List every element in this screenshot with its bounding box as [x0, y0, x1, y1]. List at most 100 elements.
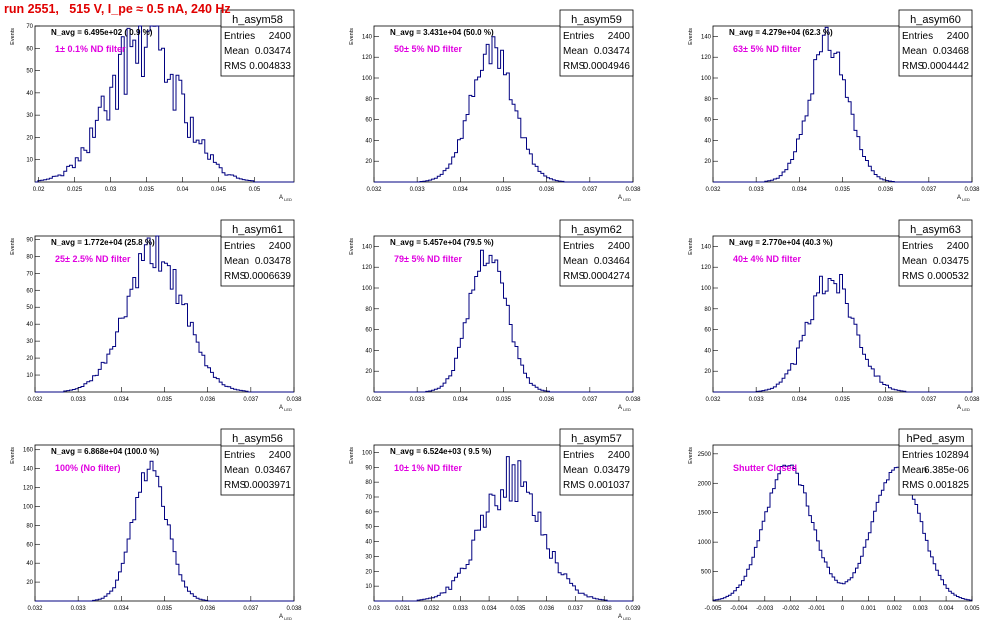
stats-key: RMS [224, 271, 247, 282]
stats-key: RMS [563, 271, 586, 282]
y-tick-label: 70 [26, 24, 33, 30]
y-tick-label: 90 [365, 465, 372, 471]
x-tick-label: 0.032 [424, 606, 440, 612]
histogram-line [713, 26, 972, 183]
filter-label: 50± 5% ND filter [394, 44, 462, 54]
stats-key: Entries [902, 31, 933, 42]
x-tick-label: 0.034 [792, 397, 808, 403]
navg-label: N_avg = 3.431e+04 (50.0 %) [390, 28, 494, 37]
y-tick-label: 10 [26, 158, 33, 164]
x-tick-label: 0.005 [964, 606, 980, 612]
x-tick-label: 0.037 [243, 606, 259, 612]
x-axis-label-subscript: LED [961, 407, 970, 412]
y-axis-label: Events [688, 447, 694, 464]
stats-value: 0.004833 [249, 61, 291, 72]
x-tick-label: 0.033 [749, 397, 765, 403]
x-tick-label: 0.038 [625, 397, 641, 403]
run-title: run 2551, 515 V, I_pe ≈ 0.5 nA, 240 Hz [4, 2, 231, 16]
y-tick-label: 120 [701, 55, 712, 61]
y-tick-label: 2500 [698, 452, 712, 458]
histogram-name: h_asym62 [571, 224, 622, 236]
x-axis-label-subscript: LED [961, 197, 970, 202]
stats-key: RMS [902, 61, 925, 72]
x-tick-label: 0.002 [887, 606, 903, 612]
stats-value: 0.03478 [255, 256, 292, 267]
y-tick-label: 60 [365, 510, 372, 516]
navg-label: N_avg = 6.524e+03 ( 9.5 %) [390, 447, 492, 456]
y-tick-label: 50 [365, 525, 372, 531]
stats-box [559, 9, 634, 77]
pad-h_asym59: 0.032 0.033 0.034 0.035 0.036 0.037 0.038 20 40 6… [349, 9, 641, 202]
x-tick-label: 0.003 [913, 606, 929, 612]
x-tick-label: 0 [841, 606, 845, 612]
stats-key: Entries [224, 450, 255, 461]
pad-h_asym62: 0.032 0.033 0.034 0.035 0.036 0.037 0.038 20 40 6… [349, 219, 641, 412]
x-tick-label: 0.032 [366, 187, 382, 193]
x-tick-label: 0.034 [482, 606, 498, 612]
x-tick-label: -0.002 [782, 606, 800, 612]
histogram-line [35, 460, 294, 602]
pad-h_asym56: 0.032 0.033 0.034 0.035 0.036 0.037 0.038 20 40 6… [10, 428, 302, 621]
stats-value: 0.000532 [927, 271, 969, 282]
y-tick-label: 20 [704, 159, 711, 165]
y-axis-label: Events [349, 238, 355, 255]
x-tick-label: 0.035 [157, 606, 173, 612]
histogram-name: hPed_asym [906, 433, 964, 445]
x-tick-label: -0.005 [704, 606, 722, 612]
stats-key: Entries [224, 241, 255, 252]
y-tick-label: 80 [365, 480, 372, 486]
stats-key: Mean [224, 46, 249, 57]
stats-box [898, 9, 973, 77]
stats-value: 0.0004946 [583, 61, 631, 72]
navg-label: N_avg = 5.457e+04 (79.5 %) [390, 238, 494, 247]
stats-value: 0.0006639 [244, 271, 292, 282]
y-tick-label: 60 [26, 288, 33, 294]
stats-value: 2400 [269, 241, 292, 252]
y-tick-label: 70 [26, 271, 33, 277]
y-axis-label: Events [10, 447, 16, 464]
pad-hPed_asym: -0.005 -0.004 -0.003 -0.002 -0.001 0 0.001 0.00… [688, 428, 980, 612]
y-tick-label: 20 [365, 369, 372, 375]
stats-value: 0.03479 [594, 465, 631, 476]
y-tick-label: 100 [701, 286, 712, 292]
histogram-line [35, 25, 294, 183]
y-tick-label: 30 [26, 113, 33, 119]
filter-label: 63± 5% ND filter [733, 44, 801, 54]
x-tick-label: 0.033 [749, 187, 765, 193]
y-tick-label: 20 [26, 580, 33, 586]
x-tick-label: 0.037 [582, 187, 598, 193]
y-tick-label: 1000 [698, 540, 712, 546]
navg-label: N_avg = 2.770e+04 (40.3 %) [729, 238, 833, 247]
y-tick-label: 20 [365, 159, 372, 165]
y-tick-label: 40 [365, 138, 372, 144]
stats-value: 0.03464 [594, 256, 631, 267]
filter-label: 25± 2.5% ND filter [55, 254, 131, 264]
histogram-line [374, 249, 633, 393]
histogram-line [713, 274, 972, 393]
y-tick-label: 60 [26, 542, 33, 548]
y-tick-label: 500 [701, 570, 712, 576]
stats-key: Mean [224, 465, 249, 476]
x-tick-label: 0.032 [705, 187, 721, 193]
x-tick-label: -0.001 [808, 606, 826, 612]
stats-key: RMS [563, 61, 586, 72]
stats-key: Entries [902, 450, 933, 461]
x-tick-label: 0.038 [964, 397, 980, 403]
y-tick-label: 40 [365, 348, 372, 354]
y-tick-label: 100 [701, 76, 712, 82]
y-axis-label: Events [688, 238, 694, 255]
x-tick-label: 0.025 [67, 187, 83, 193]
y-tick-label: 120 [23, 486, 34, 492]
pad-h_asym61: 0.032 0.033 0.034 0.035 0.036 0.037 0.038 10 20 3… [10, 219, 302, 412]
stats-box [220, 428, 295, 496]
y-tick-label: 10 [26, 373, 33, 379]
stats-key: Mean [224, 256, 249, 267]
y-tick-label: 60 [365, 118, 372, 124]
x-tick-label: 0.045 [211, 187, 227, 193]
histogram-name: h_asym57 [571, 433, 622, 445]
x-tick-label: 0.04 [177, 187, 189, 193]
stats-key: Entries [563, 241, 594, 252]
y-tick-label: 60 [26, 46, 33, 52]
x-tick-label: 0.03 [368, 606, 380, 612]
y-tick-label: 100 [362, 450, 373, 456]
